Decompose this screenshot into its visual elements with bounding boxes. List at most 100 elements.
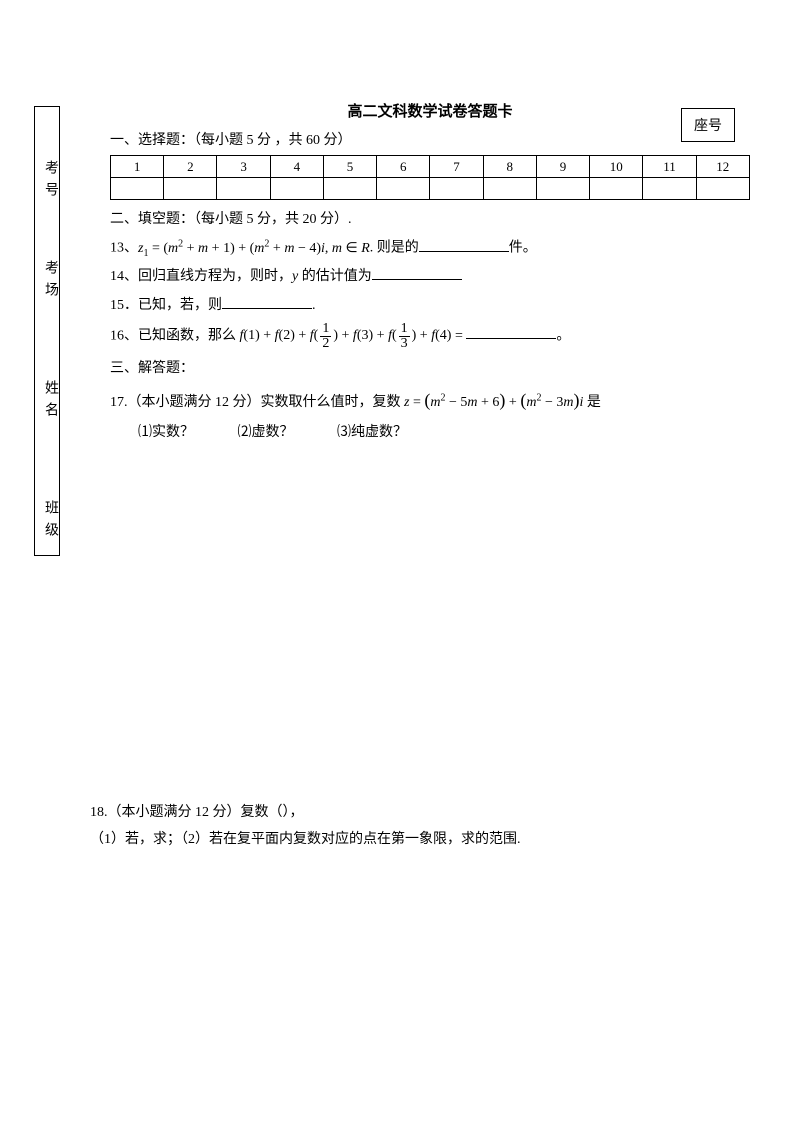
blank [372,266,462,280]
a6: 4 [440,328,447,343]
o5: ( [392,328,397,343]
q13-math: z1 = (m2 + m + 1) + (m2 + m − 4)i, m ∈ R [138,241,370,256]
q17-3m: − 3 [541,395,563,410]
q17-sub1: ⑴实数？ [138,425,194,440]
q17-5m: − 5 [445,395,467,410]
section1-heading: 一、选择题：（每小题 5 分 ，共 60 分） [110,129,750,149]
q13-m1: m [168,241,178,256]
grid-cell [270,178,323,200]
q17-math: z = (m2 − 5m + 6) + (m2 − 3m)i [404,395,583,410]
q17-subparts: ⑴实数？ ⑵虚数？ ⑶纯虚数？ [138,421,750,441]
q17-eq: = [409,395,424,410]
frac-half: 12 [320,322,331,351]
q17-m2: m [467,395,477,410]
q13-m2: m [198,241,208,256]
p4: + [373,328,388,343]
frac-third: 13 [399,322,410,351]
grid-cell [536,178,589,200]
main-content: 高二文科数学试卷答题卡 一、选择题：（每小题 5 分 ，共 60 分） 1 2 … [110,100,750,441]
q13-eq: = ( [148,241,168,256]
page-title: 高二文科数学试卷答题卡 [110,100,750,121]
grid-cell [111,178,164,200]
grid-header: 5 [323,156,376,178]
grid-cell [164,178,217,200]
grid-header: 2 [164,156,217,178]
grid-cell [377,178,430,200]
grid-header: 9 [536,156,589,178]
side-label-name: 姓名 [40,380,60,424]
q16-prefix: 16、已知函数，那么 [110,328,240,343]
q13-prefix: 13、 [110,241,138,256]
blank [466,325,556,339]
grid-cell [483,178,536,200]
q13-R: R [361,241,370,256]
question-15: 15．已知，若，则. [110,293,750,320]
q16-math: f(1) + f(2) + f(12) + f(3) + f(13) + f(4… [240,328,452,343]
grid-cell [696,178,749,200]
d2: 3 [399,337,410,351]
blank [222,295,312,309]
p2: + [295,328,310,343]
q15-suffix: . [312,298,316,313]
table-row [111,178,750,200]
blank [419,238,509,252]
q13-suffix-b: 件。 [509,241,537,256]
q17-sub2: ⑵虚数？ [238,425,294,440]
grid-header: 6 [377,156,430,178]
p1: + [260,328,275,343]
question-14: 14、回归直线方程为，则时，y 的估计值为 [110,264,750,291]
q13-m4: m [284,241,294,256]
n1: 1 [320,322,331,337]
question-16: 16、已知函数，那么 f(1) + f(2) + f(12) + f(3) + … [110,322,750,351]
q13-p2: + 1) + ( [208,241,254,256]
n2: 1 [399,322,410,337]
p3: + [338,328,353,343]
q17-m4: m [563,395,573,410]
side-label-class: 班级 [40,500,60,544]
q14-suffix: 的估计值为 [298,269,372,284]
d1: 2 [320,337,331,351]
grid-header: 4 [270,156,323,178]
grid-cell [217,178,270,200]
q17-prefix: 17.（本小题满分 12 分）实数取什么值时，复数 [110,395,404,410]
side-label-exam-number: 考号 [40,160,60,204]
q13-p1: + [183,241,198,256]
q17-m1: m [430,395,440,410]
q15-prefix: 15．已知，若，则 [110,298,222,313]
o3: ( [314,328,319,343]
q17-pl: + [505,395,520,410]
grid-header: 3 [217,156,270,178]
q17-sub3: ⑶纯虚数？ [337,425,407,440]
p5: + [416,328,431,343]
side-label-exam-room: 考场 [40,260,60,304]
grid-header: 11 [643,156,696,178]
table-row: 1 2 3 4 5 6 7 8 9 10 11 12 [111,156,750,178]
grid-cell [590,178,643,200]
question-13: 13、z1 = (m2 + m + 1) + (m2 + m − 4)i, m … [110,234,750,262]
grid-cell [323,178,376,200]
grid-header: 12 [696,156,749,178]
q17-m3: m [526,395,536,410]
q17-p6: + 6 [478,395,500,410]
a1: 1 [248,328,255,343]
q13-p3: + [269,241,284,256]
grid-header: 8 [483,156,536,178]
q14-prefix: 14、回归直线方程为，则时， [110,269,292,284]
q13-m3: m [254,241,264,256]
q16-eq: = [451,328,466,343]
q13-suffix-a: . 则是的 [370,241,419,256]
grid-cell [430,178,483,200]
question-17: 17.（本小题满分 12 分）实数取什么值时，复数 z = (m2 − 5m +… [110,383,750,417]
grid-header: 10 [590,156,643,178]
q16-suffix: 。 [556,328,570,343]
section2-heading: 二、填空题：（每小题 5 分，共 20 分）. [110,208,750,228]
section3-heading: 三、解答题： [110,357,750,377]
answer-grid: 1 2 3 4 5 6 7 8 9 10 11 12 [110,155,750,200]
grid-header: 7 [430,156,483,178]
grid-cell [643,178,696,200]
q13-m5: − 4) [294,241,321,256]
q13-mm: m [332,241,342,256]
question-18: 18.（本小题满分 12 分）复数（）， （1）若，求；（2）若在复平面内复数对… [90,800,730,853]
q18-line1: 18.（本小题满分 12 分）复数（）， [90,800,730,827]
q18-line2: （1）若，求；（2）若在复平面内复数对应的点在第一象限，求的范围. [90,827,730,854]
